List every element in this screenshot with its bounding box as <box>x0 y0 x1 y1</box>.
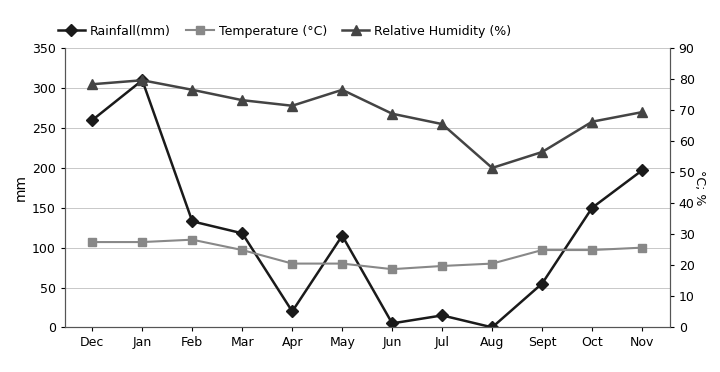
Y-axis label: °C; %: °C; % <box>693 170 706 206</box>
Line: Temperature (°C): Temperature (°C) <box>88 235 647 273</box>
Temperature (°C) <box>138 240 147 244</box>
Y-axis label: mm: mm <box>14 174 28 201</box>
Relative Humidity (%) <box>288 103 297 108</box>
Relative Humidity (%) <box>438 122 446 126</box>
Rainfall(mm) <box>338 234 346 238</box>
Temperature (°C) <box>288 262 297 266</box>
Temperature (°C) <box>188 237 197 242</box>
Rainfall(mm) <box>238 231 246 235</box>
Rainfall(mm) <box>188 219 197 224</box>
Rainfall(mm) <box>288 309 297 314</box>
Temperature (°C) <box>488 262 497 266</box>
Temperature (°C) <box>338 262 346 266</box>
Rainfall(mm) <box>638 168 647 173</box>
Temperature (°C) <box>88 240 96 244</box>
Rainfall(mm) <box>538 281 546 286</box>
Relative Humidity (%) <box>388 112 397 116</box>
Rainfall(mm) <box>138 78 147 83</box>
Rainfall(mm) <box>488 325 497 330</box>
Rainfall(mm) <box>438 313 446 318</box>
Temperature (°C) <box>638 246 647 250</box>
Temperature (°C) <box>438 264 446 268</box>
Relative Humidity (%) <box>88 82 96 86</box>
Rainfall(mm) <box>388 321 397 326</box>
Rainfall(mm) <box>88 118 96 122</box>
Relative Humidity (%) <box>638 110 647 114</box>
Temperature (°C) <box>588 248 596 252</box>
Relative Humidity (%) <box>238 98 246 102</box>
Legend: Rainfall(mm), Temperature (°C), Relative Humidity (%): Rainfall(mm), Temperature (°C), Relative… <box>53 20 516 43</box>
Temperature (°C) <box>538 248 546 252</box>
Relative Humidity (%) <box>188 87 197 92</box>
Temperature (°C) <box>238 248 246 252</box>
Temperature (°C) <box>388 267 397 272</box>
Relative Humidity (%) <box>588 119 596 124</box>
Line: Rainfall(mm): Rainfall(mm) <box>88 76 647 331</box>
Line: Relative Humidity (%): Relative Humidity (%) <box>87 76 647 173</box>
Rainfall(mm) <box>588 206 596 210</box>
Relative Humidity (%) <box>538 150 546 154</box>
Relative Humidity (%) <box>488 166 497 170</box>
Relative Humidity (%) <box>138 78 147 83</box>
Relative Humidity (%) <box>338 87 346 92</box>
